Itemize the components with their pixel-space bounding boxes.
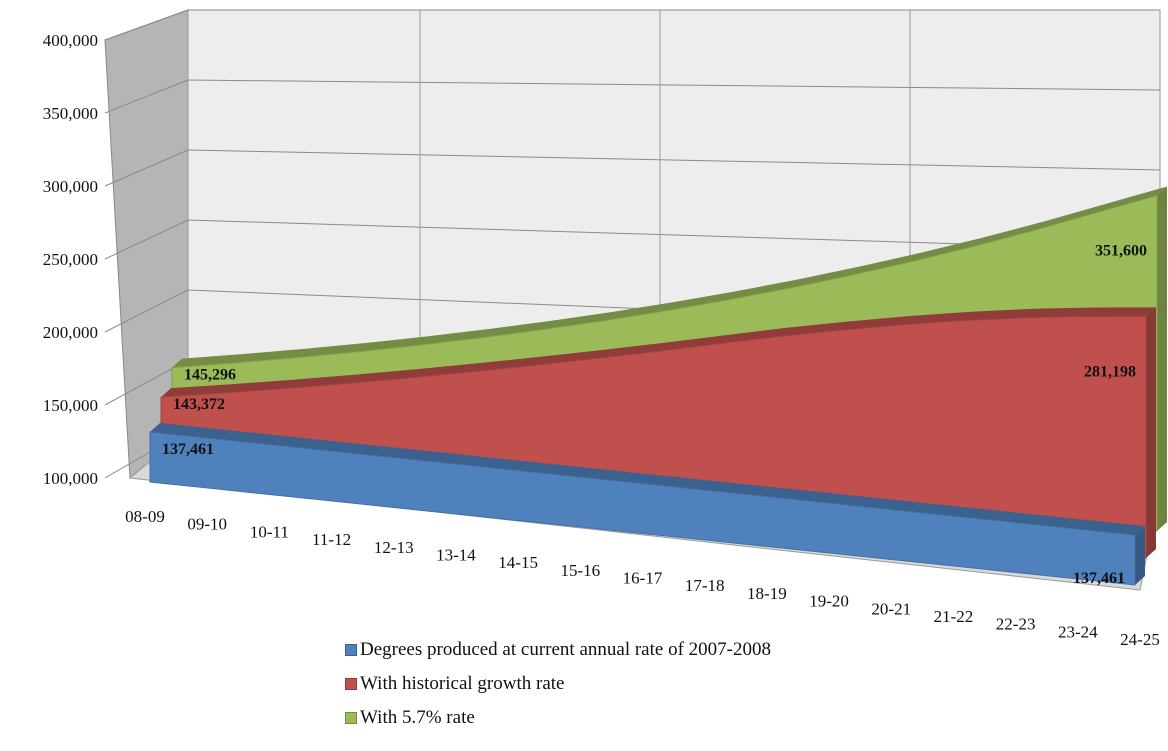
- x-tick-label: 17-18: [685, 576, 725, 595]
- series-top-edge: [161, 307, 1156, 398]
- gridline-side: [104, 9, 189, 41]
- x-tick-label: 10-11: [250, 522, 289, 541]
- x-tick-label: 23-24: [1058, 622, 1098, 641]
- y-axis: 400,000 350,000 300,000 250,000 200,000 150,0…: [43, 31, 98, 488]
- legend-label: Degrees produced at current annual rate …: [360, 639, 771, 660]
- data-label-last: 137,461: [1073, 570, 1125, 587]
- gridline-side: [104, 149, 189, 187]
- data-label-first: 145,296: [184, 367, 236, 384]
- x-tick-label: 11-12: [312, 530, 351, 549]
- legend-item: With 5.7% rate: [345, 701, 771, 735]
- x-tick-label: 15-16: [560, 561, 600, 580]
- data-label-first: 143,372: [173, 396, 225, 413]
- legend-label: With historical growth rate: [360, 673, 565, 694]
- y-tick-label: 400,000: [43, 31, 98, 50]
- legend: Degrees produced at current annual rate …: [345, 633, 771, 735]
- x-tick-label: 08-09: [125, 507, 165, 526]
- y-tick-label: 350,000: [43, 104, 98, 123]
- data-labels: 145,296 351,600 143,372 281,198 137,461 137,4…: [162, 243, 1147, 588]
- legend-label: With 5.7% rate: [360, 707, 475, 728]
- gridline-side: [104, 79, 189, 114]
- y-tick-label: 300,000: [43, 177, 98, 196]
- series-side-face: [1157, 186, 1167, 532]
- series-side-face: [1135, 526, 1145, 585]
- data-label-last: 351,600: [1095, 243, 1147, 260]
- legend-item: With historical growth rate: [345, 667, 771, 701]
- legend-swatch: [345, 678, 357, 690]
- data-label-last: 281,198: [1084, 363, 1136, 380]
- x-tick-label: 13-14: [436, 545, 476, 564]
- x-tick-label: 20-21: [871, 599, 911, 618]
- legend-swatch: [345, 712, 357, 724]
- y-tick-label: 200,000: [43, 323, 98, 342]
- x-tick-label: 12-13: [374, 538, 414, 557]
- x-tick-label: 19-20: [809, 592, 849, 611]
- legend-swatch: [345, 644, 357, 656]
- gridlines: [104, 9, 1161, 491]
- x-tick-label: 22-23: [996, 615, 1036, 634]
- gridline-side: [104, 289, 189, 333]
- x-tick-label: 09-10: [187, 515, 227, 534]
- x-axis: 08-09 09-10 10-11 11-12 12-13 13-14 14-15 15-16…: [125, 507, 1160, 649]
- series-top-edge: [150, 423, 1145, 536]
- series-layer: [149, 186, 1167, 586]
- series-0: [149, 423, 1145, 586]
- legend-item: Degrees produced at current annual rate …: [345, 633, 771, 667]
- y-tick-label: 100,000: [43, 469, 98, 488]
- data-label-first: 137,461: [162, 441, 214, 458]
- gridline-back: [187, 79, 1161, 91]
- x-tick-label: 14-15: [498, 553, 538, 572]
- series-side-face: [1146, 307, 1156, 558]
- gridline-side: [104, 219, 189, 260]
- y-tick-label: 250,000: [43, 250, 98, 269]
- y-tick-label: 150,000: [43, 396, 98, 415]
- series-area: [149, 431, 1136, 586]
- x-tick-label: 24-25: [1120, 630, 1160, 649]
- gridline-back: [187, 149, 1161, 171]
- x-tick-label: 21-22: [934, 607, 974, 626]
- x-tick-label: 16-17: [623, 569, 663, 588]
- x-tick-label: 18-19: [747, 584, 787, 603]
